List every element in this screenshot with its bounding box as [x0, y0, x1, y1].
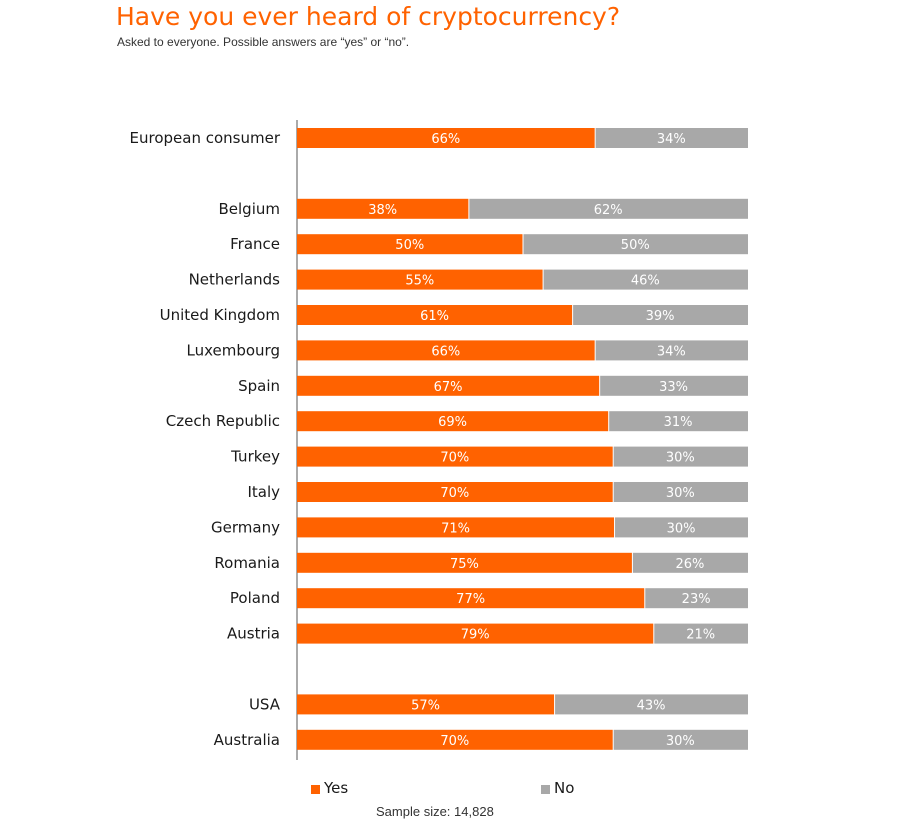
bar-no — [600, 375, 748, 396]
category-label: Netherlands — [189, 271, 281, 289]
bar-yes-value-label: 61% — [420, 309, 449, 324]
bar-no-value-label: 31% — [664, 415, 693, 430]
bar-no-value-label: 26% — [675, 557, 704, 572]
bar-yes-value-label: 79% — [461, 628, 490, 643]
bar-no-value-label: 30% — [666, 451, 695, 466]
bar-no — [615, 517, 748, 538]
bar-no-value-label: 46% — [631, 274, 660, 289]
bar-yes-value-label: 70% — [440, 486, 469, 501]
chart-title: Have you ever heard of cryptocurrency? — [116, 2, 621, 31]
bar-no-value-label: 62% — [594, 203, 623, 218]
bar-yes — [297, 269, 543, 290]
bar-no — [613, 446, 748, 467]
bar-yes — [297, 305, 573, 325]
category-label: Luxembourg — [187, 341, 281, 359]
bar-no — [595, 340, 748, 361]
category-label: Italy — [247, 483, 280, 501]
bar-yes — [297, 446, 613, 467]
legend-no-swatch — [541, 785, 550, 794]
category-label: European consumer — [130, 129, 281, 147]
bar-no — [543, 269, 748, 290]
bar-yes — [297, 375, 600, 396]
bar-yes-value-label: 55% — [405, 274, 434, 289]
bar-yes-value-label: 67% — [434, 380, 463, 395]
legend-yes-swatch — [311, 785, 320, 794]
bar-no — [609, 411, 748, 432]
category-label: France — [230, 235, 280, 253]
bar-no-value-label: 39% — [646, 309, 675, 324]
category-label: Belgium — [219, 200, 281, 218]
bar-yes — [297, 234, 523, 255]
bar-no — [632, 552, 748, 573]
bar-no-value-label: 30% — [666, 734, 695, 749]
bar-no-value-label: 43% — [637, 698, 666, 713]
bar-yes-value-label: 66% — [431, 132, 460, 147]
bar-no — [645, 588, 748, 609]
bar-yes — [297, 623, 654, 644]
bar-yes-value-label: 57% — [411, 698, 440, 713]
bar-yes-value-label: 66% — [431, 344, 460, 359]
bar-yes — [297, 694, 555, 715]
bar-yes-value-label: 71% — [441, 521, 470, 536]
bar-no-value-label: 34% — [657, 132, 686, 147]
bar-no — [523, 234, 748, 255]
bar-yes-value-label: 70% — [440, 734, 469, 749]
category-label: Austria — [227, 625, 280, 643]
bar-yes-value-label: 77% — [456, 592, 485, 607]
category-label: Australia — [214, 731, 280, 749]
bars-group: European consumer 66% 34% Belgium 38% 62% Fran… — [130, 128, 748, 750]
bar-no-value-label: 50% — [621, 238, 650, 253]
bar-yes — [297, 552, 632, 573]
bar-yes-value-label: 50% — [395, 238, 424, 253]
category-label: Czech Republic — [166, 412, 280, 430]
bar-yes-value-label: 70% — [440, 451, 469, 466]
bar-no — [469, 198, 748, 219]
stacked-bar-chart: European consumer 66% 34% Belgium 38% 62% Fran… — [130, 120, 748, 760]
bar-no-value-label: 23% — [682, 592, 711, 607]
bar-yes — [297, 340, 595, 361]
legend-no-label: No — [554, 779, 575, 797]
bar-no-value-label: 33% — [659, 380, 688, 395]
bar-no — [555, 694, 748, 715]
bar-no — [654, 623, 748, 644]
bar-yes — [297, 729, 613, 750]
bar-yes — [297, 517, 615, 538]
bar-no-value-label: 21% — [686, 628, 715, 643]
bar-no — [595, 128, 748, 148]
bar-yes-value-label: 75% — [450, 557, 479, 572]
bar-no-value-label: 30% — [667, 521, 696, 536]
chart-subtitle: Asked to everyone. Possible answers are … — [117, 35, 410, 49]
bar-yes — [297, 588, 645, 609]
bar-no-value-label: 30% — [666, 486, 695, 501]
category-label: United Kingdom — [160, 306, 280, 324]
bar-yes — [297, 482, 613, 502]
sample-size-note: Sample size: 14,828 — [376, 804, 494, 819]
bar-yes — [297, 198, 469, 219]
bar-yes-value-label: 38% — [368, 203, 397, 218]
bar-yes-value-label: 69% — [438, 415, 467, 430]
bar-no — [613, 482, 748, 502]
category-label: Poland — [230, 589, 280, 607]
category-label: Romania — [214, 554, 280, 572]
bar-no-value-label: 34% — [657, 344, 686, 359]
category-label: Spain — [238, 377, 280, 395]
category-label: Germany — [211, 518, 280, 536]
bar-yes — [297, 411, 609, 432]
bar-yes — [297, 128, 595, 148]
bar-no — [613, 729, 748, 750]
bar-no — [573, 305, 748, 325]
legend-yes-label: Yes — [324, 779, 349, 797]
category-label: Turkey — [230, 448, 280, 466]
category-label: USA — [249, 695, 281, 713]
